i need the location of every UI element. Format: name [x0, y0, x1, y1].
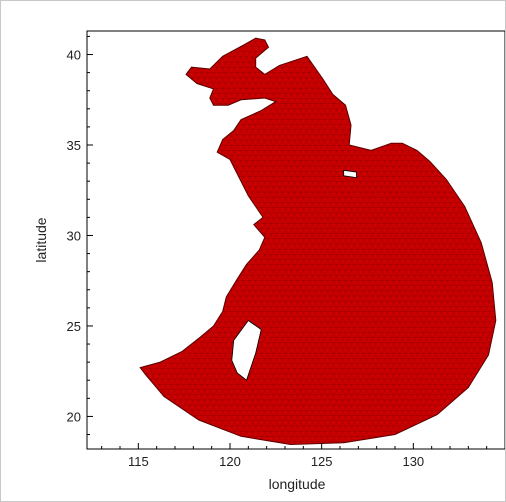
- island-0: [231, 319, 262, 381]
- x-tick-label: 115: [128, 454, 149, 469]
- x-tick-label: 125: [311, 454, 333, 469]
- y-tick-label: 40: [67, 48, 81, 63]
- island-1: [343, 169, 357, 179]
- y-axis-label: latitude: [33, 217, 49, 262]
- y-tick-label: 30: [67, 228, 81, 243]
- tick-labels: 115 120 125 130 20 25 30 35 40: [67, 48, 425, 469]
- x-tick-label: 120: [219, 454, 241, 469]
- y-tick-label: 35: [67, 138, 81, 153]
- y-tick-label: 20: [67, 409, 81, 424]
- mesh-grid: [140, 38, 496, 445]
- axis-ticks: [87, 35, 505, 449]
- x-axis-label: longitude: [269, 476, 326, 492]
- y-tick-label: 25: [67, 319, 81, 334]
- x-tick-label: 130: [402, 454, 424, 469]
- mesh-layer: [139, 37, 497, 446]
